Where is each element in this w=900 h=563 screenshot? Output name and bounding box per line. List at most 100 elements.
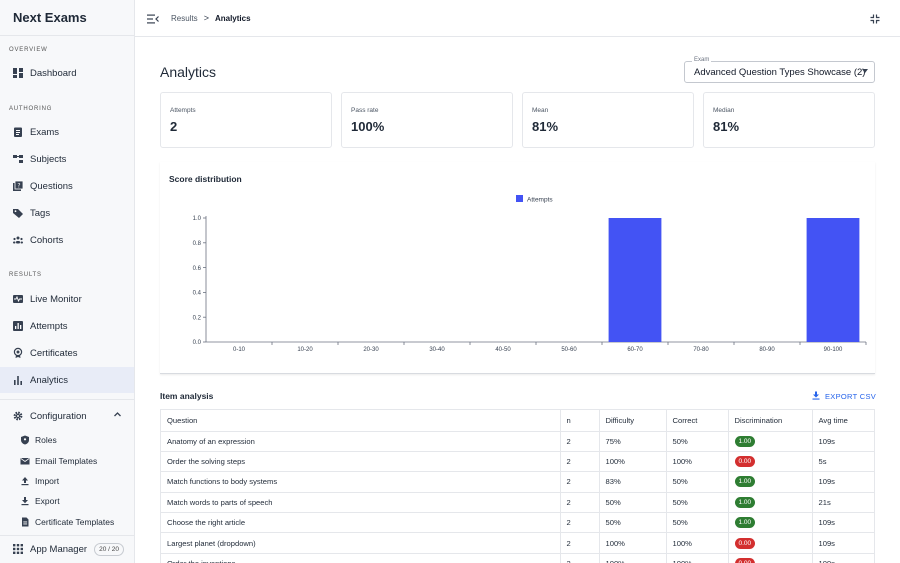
score-distribution-card: Score distribution Attempts 0.0 0.2 0.4 0.6 0… [160, 162, 875, 374]
discrimination-badge: 1.00 [734, 435, 756, 447]
apps-grid-icon [12, 543, 24, 555]
discrimination-badge: 0.00 [734, 537, 756, 549]
sidebar-item-subjects[interactable]: Subjects [0, 146, 134, 172]
x-tick-label: 10-20 [297, 347, 313, 353]
breadcrumb-separator: > [203, 13, 209, 23]
bar-60-70 [608, 218, 662, 342]
sidebar-item-certificates[interactable]: Certificates [0, 340, 134, 366]
question-cell: Choose the right article [161, 512, 560, 534]
column-header[interactable]: Discrimination [727, 410, 812, 432]
discrimination-badge: 0.00 [734, 456, 756, 468]
y-tick-label: 0.4 [193, 291, 202, 297]
x-tick-label: 50-60 [561, 347, 577, 353]
avg-time-cell: 109s [811, 553, 874, 563]
sidebar-item-cohorts[interactable]: Cohorts [0, 227, 134, 253]
breadcrumb-results[interactable]: Results [171, 13, 198, 23]
discrimination-cell: 0.00 [727, 532, 812, 554]
export-csv-button[interactable]: EXPORT CSV [812, 389, 876, 403]
stat-value: 2 [170, 119, 178, 134]
collapse-menu-icon[interactable] [147, 13, 159, 24]
sidebar-item-label: App Manager [30, 543, 88, 555]
upload-icon [20, 476, 30, 486]
fullscreen-exit-icon[interactable] [870, 13, 880, 24]
discrimination-cell: 1.00 [727, 431, 812, 452]
y-tick-label: 0.8 [193, 241, 202, 247]
column-header[interactable]: Correct [665, 410, 728, 432]
sidebar-item-export[interactable]: Export [0, 491, 134, 511]
export-csv-label: EXPORT CSV [825, 391, 877, 401]
n-cell: 2 [559, 431, 599, 452]
settings-icon [12, 410, 24, 422]
sidebar: Next Exams OVERVIEW Dashboard AUTHORING … [0, 0, 135, 563]
sidebar-item-app-manager[interactable]: App Manager 20 / 20 [0, 536, 134, 562]
section-label-results: RESULTS [9, 272, 42, 278]
table-row[interactable]: Match functions to body systems 2 83% 50% 1.… [161, 471, 874, 493]
legend-swatch [516, 195, 523, 202]
y-tick-label: 0.0 [193, 340, 202, 346]
column-header[interactable]: n [559, 410, 599, 432]
x-tick-label: 40-50 [495, 347, 511, 353]
stat-value: 81% [532, 119, 559, 134]
correct-cell: 50% [665, 431, 728, 452]
sidebar-item-label: Dashboard [30, 67, 77, 79]
sidebar-item-exams[interactable]: Exams [0, 119, 134, 145]
sidebar-item-label: Subjects [30, 153, 67, 165]
difficulty-cell: 83% [598, 471, 666, 493]
dropdown-caret-icon [862, 69, 868, 73]
y-tick-label: 0.2 [193, 315, 202, 321]
table-row[interactable]: Largest planet (dropdown) 2 100% 100% 0.00 10… [161, 532, 874, 554]
exam-select[interactable]: Exam Advanced Question Types Showcase (2… [684, 57, 875, 83]
sidebar-item-roles[interactable]: Roles [0, 430, 134, 450]
question-cell: Match words to parts of speech [161, 492, 560, 514]
table-row[interactable]: Match words to parts of speech 2 50% 50% 1.0… [161, 492, 874, 514]
n-cell: 2 [559, 512, 599, 534]
x-tick-label: 90-100 [824, 347, 843, 353]
sidebar-divider [0, 535, 134, 536]
question-cell: Order the inventions [161, 553, 560, 563]
column-header[interactable]: Avg time [811, 410, 874, 432]
assessment-icon [12, 320, 24, 332]
question-cell: Largest planet (dropdown) [161, 532, 560, 554]
sidebar-item-dashboard[interactable]: Dashboard [0, 60, 134, 86]
document-icon [20, 517, 30, 527]
sidebar-item-questions[interactable]: ? Questions [0, 173, 134, 199]
sidebar-item-email-templates[interactable]: Email Templates [0, 451, 134, 471]
avg-time-cell: 109s [811, 532, 874, 554]
difficulty-cell: 100% [598, 532, 666, 554]
app-count-badge: 20 / 20 [94, 542, 124, 556]
clipboard-icon [12, 126, 24, 138]
sidebar-item-label: Certificates [30, 347, 78, 359]
x-tick-label: 60-70 [627, 347, 643, 353]
sidebar-item-analytics[interactable]: Analytics [0, 367, 134, 393]
table-row[interactable]: Order the solving steps 2 100% 100% 0.00 5s [161, 451, 874, 473]
top-bar: Results > Analytics [135, 0, 900, 37]
column-header[interactable]: Difficulty [598, 410, 666, 432]
sidebar-item-configuration[interactable]: Configuration [0, 403, 134, 429]
sidebar-item-tags[interactable]: Tags [0, 200, 134, 226]
sidebar-item-label: Attempts [30, 320, 68, 332]
sidebar-item-certificate-templates[interactable]: Certificate Templates [0, 512, 134, 532]
section-label-authoring: AUTHORING [9, 106, 53, 112]
avg-time-cell: 109s [811, 512, 874, 534]
sidebar-item-label: Cohorts [30, 234, 64, 246]
sidebar-item-label: Tags [30, 207, 51, 219]
avg-time-cell: 109s [811, 431, 874, 452]
dashboard-icon [12, 67, 24, 79]
group-icon [12, 234, 24, 246]
x-tick-label: 70-80 [693, 347, 709, 353]
table-row[interactable]: Anatomy of an expression 2 75% 50% 1.00 109s [161, 431, 874, 452]
sidebar-item-label: Roles [35, 435, 57, 445]
bar-90-100 [806, 218, 860, 342]
discrimination-badge: 1.00 [734, 476, 756, 488]
question-cell: Order the solving steps [161, 451, 560, 473]
table-row[interactable]: Choose the right article 2 50% 50% 1.00 109s [161, 512, 874, 534]
sidebar-item-live-monitor[interactable]: Live Monitor [0, 286, 134, 312]
sidebar-item-attempts[interactable]: Attempts [0, 313, 134, 339]
n-cell: 2 [559, 532, 599, 554]
chart-title: Score distribution [169, 174, 242, 184]
column-header[interactable]: Question [161, 410, 560, 432]
discrimination-cell: 1.00 [727, 492, 812, 514]
sidebar-item-import[interactable]: Import [0, 471, 134, 491]
chevron-up-icon[interactable] [113, 410, 122, 422]
